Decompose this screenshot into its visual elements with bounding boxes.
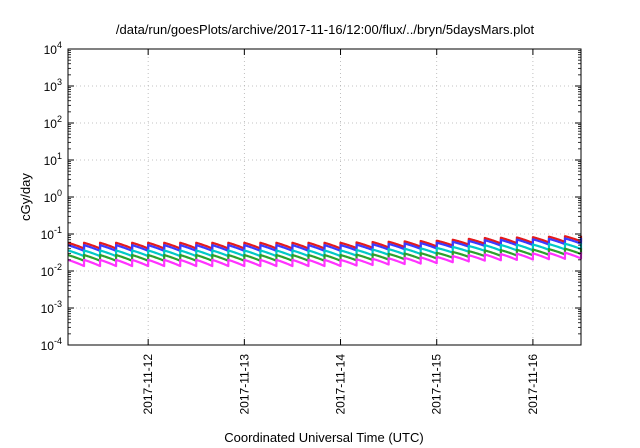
y-tick-label: 100 <box>44 188 62 205</box>
y-axis-label: cGy/day <box>18 173 33 221</box>
series-line-5 <box>67 251 583 268</box>
series-line-2 <box>67 237 583 252</box>
chart-title: /data/run/goesPlots/archive/2017-11-16/1… <box>116 22 535 37</box>
y-tick-label: 101 <box>44 151 62 168</box>
y-tick-label: 10-2 <box>41 262 62 279</box>
x-tick-label: 2017-11-14 <box>334 354 348 415</box>
y-tick-label: 10-4 <box>41 336 62 353</box>
x-axis: 2017-11-12 2017-11-13 2017-11-14 2017-11-15… <box>141 49 540 415</box>
series-line-1 <box>67 235 583 250</box>
x-tick-label: 2017-11-12 <box>141 354 155 415</box>
x-tick-label: 2017-11-15 <box>430 354 444 415</box>
series-line-4 <box>67 247 583 262</box>
series-line-3 <box>67 242 583 258</box>
grid <box>68 49 581 345</box>
y-axis: 10-4 10-3 10-2 10-1 100 101 102 103 104 <box>41 40 581 353</box>
y-tick-label: 10-3 <box>41 299 62 316</box>
y-tick-label: 10-1 <box>41 225 62 242</box>
x-axis-label: Coordinated Universal Time (UTC) <box>224 430 423 445</box>
x-tick-label: 2017-11-13 <box>237 354 251 415</box>
y-tick-label: 104 <box>44 40 62 57</box>
x-tick-label: 2017-11-16 <box>526 354 540 415</box>
y-tick-label: 102 <box>44 114 62 131</box>
series-layer <box>67 235 583 268</box>
y-tick-label: 103 <box>44 77 62 94</box>
